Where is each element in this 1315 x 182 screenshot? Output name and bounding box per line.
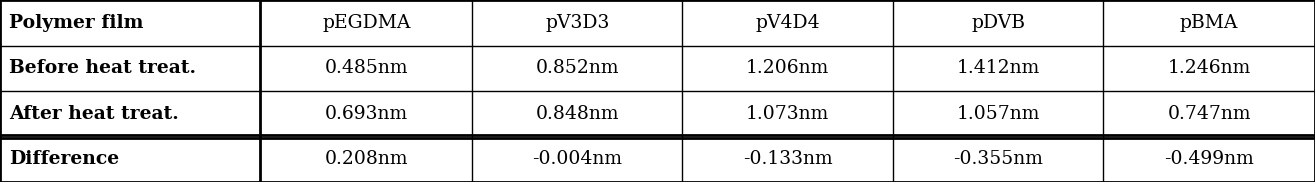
Bar — [682, 0, 893, 46]
Bar — [893, 136, 1103, 182]
Bar — [260, 91, 472, 136]
Bar — [472, 91, 682, 136]
Bar — [260, 136, 472, 182]
Bar — [1103, 0, 1315, 46]
Bar — [1103, 91, 1315, 136]
Text: 0.848nm: 0.848nm — [535, 105, 619, 123]
Text: Before heat treat.: Before heat treat. — [9, 59, 196, 77]
Text: pV4D4: pV4D4 — [755, 14, 821, 32]
Bar — [472, 46, 682, 91]
Text: pEGDMA: pEGDMA — [322, 14, 410, 32]
Text: 0.693nm: 0.693nm — [325, 105, 408, 123]
Bar — [893, 46, 1103, 91]
Text: After heat treat.: After heat treat. — [9, 105, 179, 123]
Text: pBMA: pBMA — [1180, 14, 1239, 32]
Text: pV3D3: pV3D3 — [546, 14, 609, 32]
Text: -0.004nm: -0.004nm — [533, 150, 622, 168]
Text: 1.057nm: 1.057nm — [956, 105, 1040, 123]
Bar — [0, 136, 260, 182]
Bar — [472, 0, 682, 46]
Text: -0.133nm: -0.133nm — [743, 150, 832, 168]
Bar — [893, 0, 1103, 46]
Bar — [682, 136, 893, 182]
Bar — [260, 0, 472, 46]
Bar — [0, 46, 260, 91]
Text: 1.206nm: 1.206nm — [746, 59, 830, 77]
Text: 0.852nm: 0.852nm — [535, 59, 619, 77]
Text: 0.485nm: 0.485nm — [325, 59, 408, 77]
Text: 0.208nm: 0.208nm — [325, 150, 408, 168]
Bar — [893, 91, 1103, 136]
Text: 1.412nm: 1.412nm — [956, 59, 1040, 77]
Bar — [0, 91, 260, 136]
Text: -0.355nm: -0.355nm — [953, 150, 1043, 168]
Bar — [260, 46, 472, 91]
Text: pDVB: pDVB — [970, 14, 1026, 32]
Bar — [0, 0, 260, 46]
Text: Polymer film: Polymer film — [9, 14, 143, 32]
Bar — [682, 46, 893, 91]
Bar — [472, 136, 682, 182]
Text: 1.073nm: 1.073nm — [746, 105, 830, 123]
Text: -0.499nm: -0.499nm — [1164, 150, 1255, 168]
Bar — [682, 91, 893, 136]
Text: 0.747nm: 0.747nm — [1168, 105, 1251, 123]
Bar — [1103, 46, 1315, 91]
Bar — [1103, 136, 1315, 182]
Text: Difference: Difference — [9, 150, 120, 168]
Text: 1.246nm: 1.246nm — [1168, 59, 1251, 77]
